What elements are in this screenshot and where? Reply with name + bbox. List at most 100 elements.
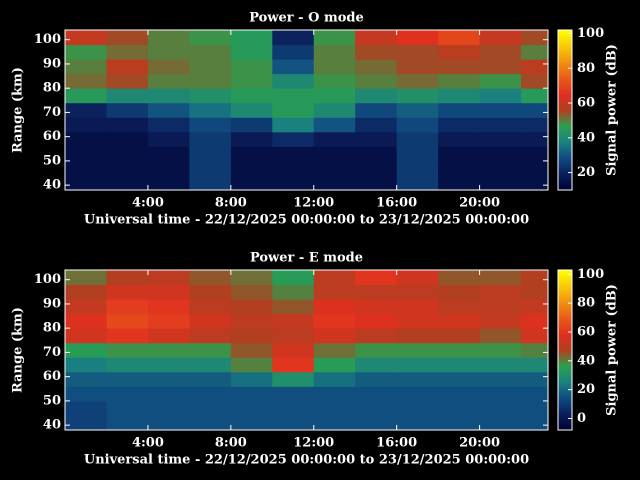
heatmap-cell bbox=[313, 160, 356, 176]
heatmap-cell bbox=[65, 73, 107, 89]
colorbar-step bbox=[558, 290, 572, 293]
colorbar-step bbox=[558, 80, 572, 83]
colorbar-step bbox=[558, 360, 572, 363]
heatmap-cell bbox=[479, 73, 522, 89]
heatmap-cell bbox=[106, 59, 149, 75]
heatmap-cell bbox=[189, 44, 232, 60]
colorbar-tick-label: 20 bbox=[577, 165, 595, 180]
heatmap-cell bbox=[147, 59, 190, 75]
heatmap-cell bbox=[147, 88, 190, 104]
heatmap-cell bbox=[106, 146, 149, 162]
heatmap-cell bbox=[355, 415, 398, 431]
heatmap-cell bbox=[189, 160, 232, 176]
heatmap-cell bbox=[272, 357, 315, 373]
heatmap-cell bbox=[230, 160, 273, 176]
colorbar-step bbox=[558, 330, 572, 333]
x-tick-label: 12:00 bbox=[293, 436, 334, 451]
heatmap-cell bbox=[272, 299, 315, 315]
heatmap-cell bbox=[313, 102, 356, 118]
heatmap-cell bbox=[272, 59, 315, 75]
heatmap-cell bbox=[272, 284, 315, 300]
colorbar-step bbox=[558, 70, 572, 73]
y-axis-label: Range (km) bbox=[11, 307, 26, 393]
heatmap-cell bbox=[230, 371, 273, 387]
colorbar-step bbox=[558, 376, 572, 379]
heatmap-cell bbox=[65, 88, 107, 104]
heatmap-cell bbox=[189, 415, 232, 431]
colorbar-step bbox=[558, 56, 572, 59]
y-axis-label: Range (km) bbox=[11, 67, 26, 153]
heatmap-cell bbox=[106, 299, 149, 315]
colorbar-step bbox=[558, 406, 572, 409]
colorbar-step bbox=[558, 366, 572, 369]
colorbar-step bbox=[558, 150, 572, 153]
colorbar-step bbox=[558, 382, 572, 385]
colorbar-step bbox=[558, 422, 572, 425]
colorbar-step bbox=[558, 162, 572, 165]
colorbar-step bbox=[558, 374, 572, 377]
heatmap-cell bbox=[438, 299, 481, 315]
colorbar-step bbox=[558, 378, 572, 381]
heatmap-cell bbox=[396, 131, 439, 147]
heatmap-cell bbox=[230, 299, 273, 315]
colorbar-step bbox=[558, 38, 572, 41]
heatmap-cell bbox=[106, 102, 149, 118]
heatmap-cell bbox=[521, 44, 549, 60]
colorbar-step bbox=[558, 102, 572, 105]
colorbar-step bbox=[558, 398, 572, 401]
heatmap-cell bbox=[106, 313, 149, 329]
colorbar-step bbox=[558, 132, 572, 135]
heatmap-cell bbox=[313, 175, 356, 191]
colorbar-step bbox=[558, 428, 572, 431]
heatmap-cell bbox=[355, 117, 398, 133]
y-tick-label: 40 bbox=[43, 418, 61, 433]
colorbar-step bbox=[558, 176, 572, 179]
heatmap-cell bbox=[230, 88, 273, 104]
heatmap-cell bbox=[147, 342, 190, 358]
colorbar-step bbox=[558, 408, 572, 411]
colorbar-step bbox=[558, 424, 572, 427]
colorbar-step bbox=[558, 342, 572, 345]
colorbar-step bbox=[558, 358, 572, 361]
colorbar-frame bbox=[557, 29, 573, 191]
heatmap-cell bbox=[521, 117, 549, 133]
heatmap-cell bbox=[65, 117, 107, 133]
colorbar-label: Signal power (dB) bbox=[605, 44, 620, 176]
colorbar-step bbox=[558, 396, 572, 399]
heatmap-cell bbox=[106, 160, 149, 176]
colorbar-step bbox=[558, 76, 572, 79]
colorbar-step bbox=[558, 86, 572, 89]
heatmap-cell bbox=[313, 313, 356, 329]
heatmap-cell bbox=[355, 342, 398, 358]
heatmap-cell bbox=[355, 59, 398, 75]
colorbar-step bbox=[558, 370, 572, 373]
plot-frame bbox=[64, 269, 549, 431]
colorbar-step bbox=[558, 130, 572, 133]
heatmap-cell bbox=[355, 146, 398, 162]
heatmap-cell bbox=[521, 30, 549, 46]
colorbar-step bbox=[558, 416, 572, 419]
heatmap-cell bbox=[479, 342, 522, 358]
colorbar-step bbox=[558, 170, 572, 173]
heatmap-cell bbox=[479, 313, 522, 329]
colorbar-step bbox=[558, 400, 572, 403]
heatmap-cell bbox=[396, 400, 439, 416]
colorbar-step bbox=[558, 368, 572, 371]
heatmap-cell bbox=[396, 386, 439, 402]
heatmap-cell bbox=[106, 73, 149, 89]
y-tick-label: 60 bbox=[43, 369, 61, 384]
heatmap-cell bbox=[438, 175, 481, 191]
heatmap-cell bbox=[65, 175, 107, 191]
heatmap-cell bbox=[189, 342, 232, 358]
heatmap-cell bbox=[147, 160, 190, 176]
heatmap-cell bbox=[272, 400, 315, 416]
colorbar-frame bbox=[557, 269, 573, 431]
heatmap-cell bbox=[106, 284, 149, 300]
colorbar-step bbox=[558, 426, 572, 429]
colorbar-step bbox=[558, 184, 572, 187]
heatmap-cell bbox=[355, 102, 398, 118]
colorbar-step bbox=[558, 142, 572, 145]
y-tick-label: 80 bbox=[43, 321, 61, 336]
heatmap-cell bbox=[313, 44, 356, 60]
colorbar-step bbox=[558, 380, 572, 383]
